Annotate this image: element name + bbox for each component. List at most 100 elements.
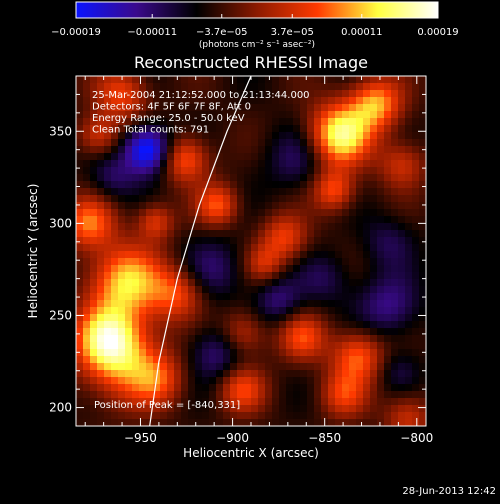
heatmap-cell <box>125 321 133 329</box>
heatmap-cell <box>237 321 245 329</box>
heatmap-cell <box>76 342 84 350</box>
heatmap-cell <box>342 321 350 329</box>
heatmap-cell <box>293 223 301 231</box>
heatmap-cell <box>412 349 420 357</box>
heatmap-cell <box>202 160 210 168</box>
heatmap-cell <box>251 307 259 315</box>
heatmap-cell <box>328 223 336 231</box>
heatmap-cell <box>237 76 245 84</box>
heatmap-cell <box>328 363 336 371</box>
heatmap-cell <box>328 293 336 301</box>
heatmap-cell <box>314 160 322 168</box>
heatmap-cell <box>370 370 378 378</box>
heatmap-cell <box>223 188 231 196</box>
heatmap-cell <box>356 202 364 210</box>
heatmap-cell <box>405 398 413 406</box>
heatmap-cell <box>391 405 399 413</box>
heatmap-cell <box>286 363 294 371</box>
heatmap-cell <box>412 76 420 84</box>
heatmap-cell <box>419 328 426 336</box>
heatmap-cell <box>384 216 392 224</box>
heatmap-cell <box>377 391 385 399</box>
heatmap-cell <box>167 230 175 238</box>
heatmap-cell <box>97 216 105 224</box>
heatmap-cell <box>167 97 175 105</box>
heatmap-cell <box>174 83 182 91</box>
heatmap-cell <box>321 412 329 420</box>
heatmap-cell <box>76 314 84 322</box>
heatmap-cell <box>279 321 287 329</box>
heatmap-cell <box>419 181 426 189</box>
heatmap-cell <box>230 209 238 217</box>
heatmap-cell <box>118 377 126 385</box>
heatmap-cell <box>202 125 210 133</box>
heatmap-cell <box>160 216 168 224</box>
heatmap-cell <box>377 230 385 238</box>
heatmap-cell <box>188 104 196 112</box>
heatmap-cell <box>342 342 350 350</box>
heatmap-cell <box>293 237 301 245</box>
heatmap-cell <box>153 132 161 140</box>
heatmap-cell <box>286 314 294 322</box>
heatmap-cell <box>265 251 273 259</box>
heatmap-cell <box>286 398 294 406</box>
heatmap-cell <box>349 146 357 154</box>
heatmap-cell <box>272 237 280 245</box>
heatmap-cell <box>321 132 329 140</box>
heatmap-cell <box>300 279 308 287</box>
heatmap-cell <box>181 342 189 350</box>
heatmap-cell <box>258 342 266 350</box>
heatmap-cell <box>391 83 399 91</box>
heatmap-cell <box>118 132 126 140</box>
heatmap-cell <box>125 412 133 420</box>
heatmap-cell <box>307 139 315 147</box>
heatmap-cell <box>125 342 133 350</box>
heatmap-cell <box>349 398 357 406</box>
heatmap-cell <box>377 251 385 259</box>
heatmap-cell <box>104 132 112 140</box>
heatmap-cell <box>307 335 315 343</box>
heatmap-cell <box>307 384 315 392</box>
heatmap-cell <box>279 391 287 399</box>
heatmap-cell <box>328 279 336 287</box>
heatmap-cell <box>146 118 154 126</box>
heatmap-cell <box>181 167 189 175</box>
heatmap-cell <box>202 251 210 259</box>
heatmap-cell <box>405 370 413 378</box>
heatmap-cell <box>167 104 175 112</box>
heatmap-cell <box>160 160 168 168</box>
heatmap-cell <box>321 398 329 406</box>
heatmap-cell <box>265 104 273 112</box>
heatmap-cell <box>384 314 392 322</box>
heatmap-cell <box>181 370 189 378</box>
heatmap-cell <box>412 244 420 252</box>
heatmap-cell <box>209 202 217 210</box>
heatmap-cell <box>160 174 168 182</box>
heatmap-cell <box>356 132 364 140</box>
heatmap-cell <box>181 349 189 357</box>
heatmap-cell <box>356 307 364 315</box>
heatmap-cell <box>174 216 182 224</box>
heatmap-cell <box>244 90 252 98</box>
heatmap-cell <box>398 153 406 161</box>
heatmap-cell <box>111 216 119 224</box>
heatmap-cell <box>356 286 364 294</box>
heatmap-cell <box>223 90 231 98</box>
heatmap-cell <box>139 251 147 259</box>
heatmap-cell <box>363 370 371 378</box>
heatmap-cell <box>195 328 203 336</box>
heatmap-cell <box>195 237 203 245</box>
heatmap-cell <box>342 258 350 266</box>
heatmap-cell <box>405 97 413 105</box>
heatmap-cell <box>419 335 426 343</box>
heatmap-cell <box>265 167 273 175</box>
heatmap-cell <box>335 405 343 413</box>
heatmap-cell <box>167 321 175 329</box>
heatmap-cell <box>398 167 406 175</box>
heatmap-cell <box>76 265 84 273</box>
heatmap-cell <box>384 321 392 329</box>
heatmap-cell <box>181 356 189 364</box>
heatmap-cell <box>377 370 385 378</box>
heatmap-cell <box>167 125 175 133</box>
heatmap-cell <box>244 118 252 126</box>
